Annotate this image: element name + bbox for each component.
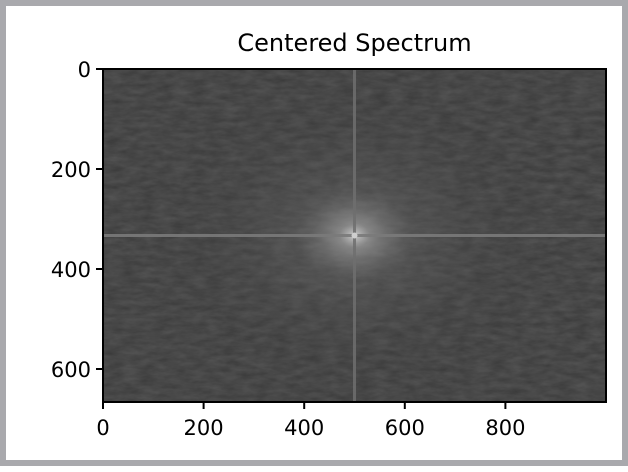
spectrum-dc-point [351, 232, 358, 239]
x-tick-label: 200 [184, 416, 224, 440]
x-tick-label: 400 [284, 416, 324, 440]
y-tick-label: 0 [78, 58, 91, 82]
chart-title: Centered Spectrum [237, 29, 471, 57]
y-tick-label: 400 [51, 258, 91, 282]
x-tick-label: 600 [385, 416, 425, 440]
spectrum-chart: Centered Spectrum 0 200 400 600 800 0 200 400 6… [51, 29, 607, 440]
y-axis: 0 200 400 600 [51, 58, 103, 382]
x-tick-label: 0 [96, 416, 109, 440]
x-axis: 0 200 400 600 800 [96, 402, 525, 440]
y-tick-label: 600 [51, 358, 91, 382]
x-tick-label: 800 [485, 416, 525, 440]
axes-border [102, 68, 607, 403]
y-tick-label: 200 [51, 158, 91, 182]
spectrum-image [103, 69, 606, 402]
